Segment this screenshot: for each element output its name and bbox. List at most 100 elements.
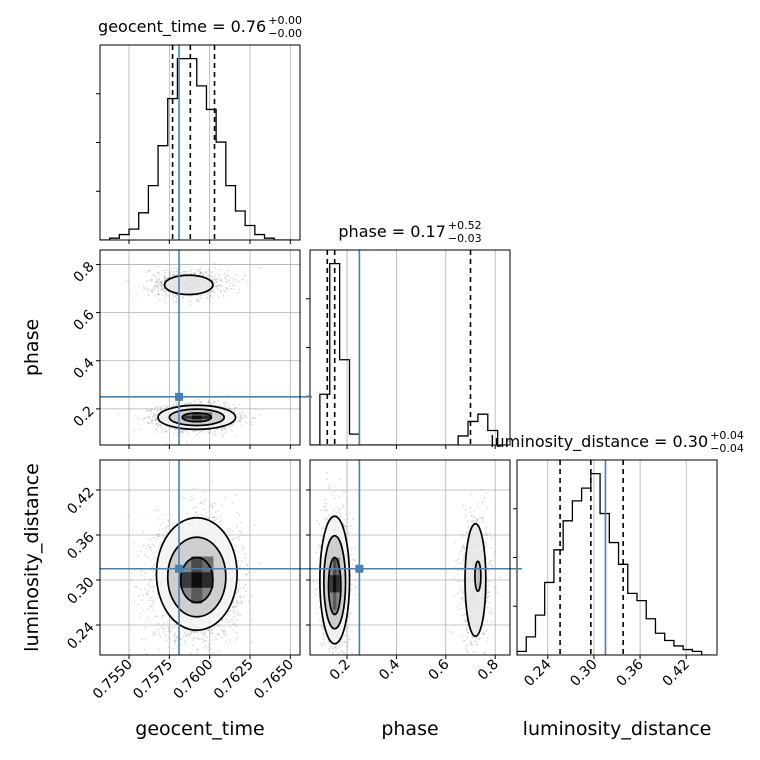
panel-phase_vs_geocent_time-sample [154, 295, 157, 297]
panel-phase_vs_geocent_time-sample [209, 295, 212, 297]
panel-phase_vs_geocent_time-sample [145, 271, 148, 274]
panel-luminosity_distance_vs_geocent_time-sample [179, 659, 181, 661]
panel-luminosity_distance_vs_geocent_time-sample [190, 632, 192, 635]
panel-phase_vs_geocent_time-sample [149, 412, 152, 415]
panel-luminosity_distance_vs_geocent_time-sample [212, 516, 215, 519]
panel-phase_vs_geocent_time-sample [160, 408, 163, 411]
panel-luminosity_distance_vs_geocent_time-sample [185, 630, 187, 633]
panel-phase_vs_geocent_time-sample [242, 417, 245, 420]
hist-luminosity_distance-xtick-label-3: 0.42 [660, 657, 693, 690]
panel-luminosity_distance_vs_geocent_time-sample [174, 640, 177, 642]
panel-phase_vs_geocent_time-sample [221, 433, 223, 435]
panel-luminosity_distance_vs_geocent_time-sample [214, 672, 216, 674]
panel-phase_vs_geocent_time-sample [214, 278, 217, 281]
panel-luminosity_distance_vs_geocent_time-sample [232, 605, 235, 608]
panel-luminosity_distance_vs_geocent_time-sample [228, 639, 231, 641]
panel-luminosity_distance_vs_geocent_time-sample [140, 638, 143, 641]
panel-phase_vs_geocent_time-sample [128, 294, 131, 297]
panel-luminosity_distance_vs_geocent_time-sample [147, 590, 150, 592]
panel-luminosity_distance_vs_geocent_time-sample [236, 604, 239, 607]
panel-luminosity_distance_vs_geocent_time-sample [150, 605, 153, 608]
panel-luminosity_distance_vs_geocent_time-sample [220, 504, 223, 507]
panel-luminosity_distance_vs_geocent_time-sample [234, 537, 236, 540]
panel-luminosity_distance_vs_geocent_time-sample [147, 543, 150, 546]
hist-phase-title-sub: −0.03 [448, 232, 482, 245]
panel-phase_vs_geocent_time-sample [156, 419, 158, 422]
panel-phase_vs_geocent_time-sample [211, 279, 214, 282]
panel-luminosity_distance_vs_geocent_time-sample [202, 640, 205, 643]
panel-luminosity_distance_vs_geocent_time-sample [205, 640, 208, 642]
panel-luminosity_distance_vs_geocent_time-sample [193, 515, 196, 517]
panel-phase_vs_geocent_time-sample [164, 271, 167, 274]
panel-phase_vs_geocent_time-sample [213, 291, 216, 294]
panel-phase_vs_geocent_time-sample [215, 285, 217, 287]
panel-luminosity_distance_vs_geocent_time-sample [240, 597, 242, 599]
panel-phase_vs_geocent_time-sample [219, 279, 222, 281]
panel-phase_vs_geocent_time-sample [155, 417, 158, 420]
panel-luminosity_distance_vs_geocent_time-sample [140, 570, 142, 573]
panel-phase_vs_geocent_time-sample [155, 428, 158, 431]
panel-luminosity_distance_vs_geocent_time-sample [210, 676, 212, 678]
panel-luminosity_distance_vs_geocent_time-sample [182, 496, 185, 499]
panel-luminosity_distance_vs_geocent_time-sample [229, 619, 232, 621]
panel-phase_vs_geocent_time-sample [188, 403, 190, 405]
panel-phase_vs_geocent_time-sample [160, 288, 163, 291]
panel-phase_vs_geocent_time-sample [224, 432, 227, 434]
panel-phase_vs_geocent_time-sample [209, 295, 212, 298]
panel-phase_vs_geocent_time-sample [154, 284, 157, 287]
panel-phase_vs_geocent_time-sample [239, 416, 242, 419]
panel-phase_vs_geocent_time-sample [147, 294, 150, 297]
panel-luminosity_distance_vs_geocent_time-sample [216, 633, 219, 635]
panel-phase_vs_geocent_time-sample [222, 295, 225, 298]
panel-luminosity_distance_vs_geocent_time-sample [157, 517, 160, 520]
panel-phase_vs_geocent_time-sample [215, 285, 218, 288]
hist-phase-grid [346, 250, 496, 445]
panel-phase_vs_geocent_time-sample [176, 294, 178, 296]
panel-phase_vs_geocent_time-sample [174, 428, 177, 431]
panel-luminosity_distance_vs_geocent_time-sample [196, 648, 199, 651]
panel-luminosity_distance_vs_geocent_time-sample [153, 633, 156, 635]
panel-phase_vs_geocent_time-sample [137, 418, 140, 420]
panel-phase_vs_geocent_time-sample [160, 406, 163, 408]
panel-luminosity_distance_vs_geocent_time-sample [159, 524, 162, 526]
panel-phase_vs_geocent_time-sample [182, 432, 185, 434]
panel-phase_vs_geocent_time-sample [190, 272, 193, 275]
panel-phase_vs_geocent_time-sample [161, 429, 164, 432]
panel-phase_vs_geocent_time-sample [198, 273, 201, 276]
panel-luminosity_distance_vs_geocent_time-sample [232, 602, 235, 605]
panel-phase_vs_geocent_time-contour-0 [157, 404, 237, 431]
panel-phase_vs_geocent_time-sample [213, 433, 216, 435]
panel-phase_vs_geocent_time-sample [172, 403, 175, 406]
hist-geocent_time-title-sub: −0.00 [268, 27, 302, 40]
panel-luminosity_distance_vs_geocent_time-sample [228, 530, 230, 533]
panel-phase_vs_geocent_time-sample [236, 413, 239, 415]
panel-luminosity_distance_vs_geocent_time-sample [191, 630, 194, 633]
panel-luminosity_distance_vs_geocent_time-sample [164, 514, 167, 516]
panel-luminosity_distance_vs_geocent_time-sample [146, 594, 149, 596]
panel-phase_vs_geocent_time-sample [175, 428, 177, 431]
panel-phase_vs_geocent_time-sample [212, 402, 215, 404]
panel-luminosity_distance_vs_geocent_time-sample [217, 632, 220, 635]
hist-luminosity_distance-frame [516, 459, 718, 656]
panel-luminosity_distance_vs_geocent_time-sample [203, 631, 206, 634]
panel-luminosity_distance_vs_geocent_time-sample [200, 501, 203, 504]
panel-phase_vs_geocent_time-truth-marker [175, 392, 184, 401]
panel-phase_vs_geocent_time-sample [151, 289, 154, 292]
panel-phase_vs_geocent_time-sample [182, 297, 185, 299]
panel-luminosity_distance_vs_geocent_time-sample [195, 506, 197, 509]
panel-phase_vs_geocent_time-sample [217, 428, 219, 431]
panel-phase_vs_geocent_time-sample [210, 402, 213, 405]
panel-phase_vs_geocent_time-sample [156, 286, 159, 289]
panel-luminosity_distance_vs_geocent_time-sample [154, 615, 157, 618]
panel-phase_vs_geocent_time-sample [150, 280, 153, 283]
panel-phase_vs_geocent_time-sample [224, 278, 227, 281]
panel-luminosity_distance_vs_geocent_time-sample [204, 644, 207, 647]
panel-luminosity_distance_vs_geocent_time-sample [149, 545, 152, 548]
panel-phase_vs_geocent_time-sample [208, 274, 211, 276]
panel-phase_vs_geocent_time-sample [208, 298, 211, 300]
panel-phase_vs_geocent_time-sample [207, 432, 210, 434]
panel-phase_vs_geocent_time-sample [231, 429, 233, 432]
panel-luminosity_distance_vs_geocent_time-sample [163, 628, 166, 630]
panel-luminosity_distance_vs_geocent_time-sample [212, 502, 215, 505]
panel-luminosity_distance_vs_geocent_time-sample [207, 629, 210, 632]
